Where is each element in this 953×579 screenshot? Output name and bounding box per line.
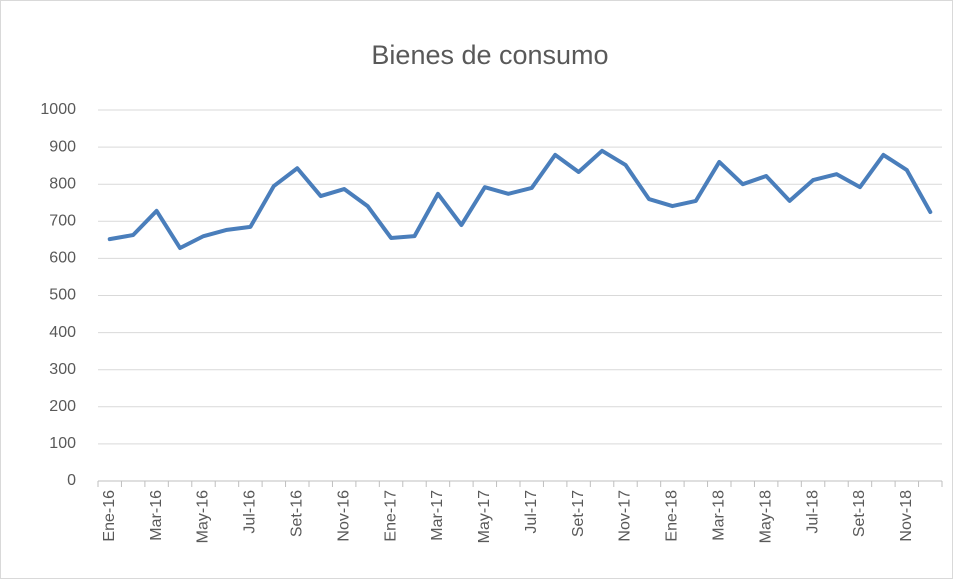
x-tick-label: Set-17 [570,490,587,537]
x-tick-label: Set-16 [288,490,305,537]
y-tick-label: 300 [49,361,76,378]
x-tick-label: Set-18 [851,490,868,537]
x-tick-label: May-18 [757,490,774,543]
y-tick-label: 600 [49,250,76,267]
y-tick-label: 900 [49,138,76,155]
data-line [107,148,933,251]
y-tick-label: 1000 [40,101,76,118]
y-tick-label: 0 [67,472,76,489]
y-tick-label: 700 [49,213,76,230]
y-tick-label: 800 [49,175,76,192]
y-tick-label: 400 [49,324,76,341]
x-tick-label: Mar-18 [710,490,727,541]
x-tick-label: Nov-17 [617,490,634,542]
x-tick-label: May-17 [476,490,493,543]
y-tick-label: 500 [49,287,76,304]
x-tick-label: Nov-16 [335,490,352,542]
chart-title: Bienes de consumo [371,40,608,70]
x-tick-label: Jul-18 [804,490,821,534]
y-tick-label: 200 [49,398,76,415]
x-tick-label: Jul-17 [523,490,540,534]
x-tick-label: Ene-18 [664,490,681,542]
x-tick-label: Ene-16 [101,490,118,542]
x-tick-label: Nov-18 [898,490,915,542]
x-tick-label: Ene-17 [382,490,399,542]
x-tick-label: May-16 [195,490,212,543]
y-tick-label: 100 [49,435,76,452]
x-tick-label: Jul-16 [242,490,259,534]
x-tick-label: Mar-17 [429,490,446,541]
x-tick-label: Mar-16 [148,490,165,541]
